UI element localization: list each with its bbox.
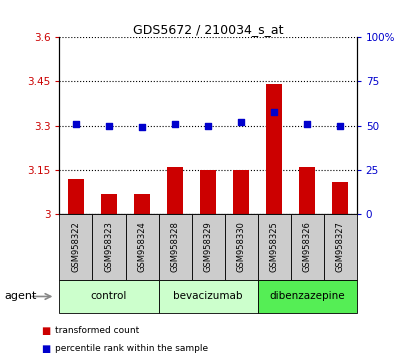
- Point: [171, 121, 178, 127]
- Text: percentile rank within the sample: percentile rank within the sample: [55, 344, 208, 353]
- Bar: [92, 214, 125, 280]
- Bar: [323, 214, 356, 280]
- Bar: [298, 167, 315, 214]
- Text: GSM958328: GSM958328: [170, 222, 179, 272]
- Point: [204, 123, 211, 129]
- Text: GSM958327: GSM958327: [335, 222, 344, 272]
- Bar: [125, 214, 158, 280]
- Title: GDS5672 / 210034_s_at: GDS5672 / 210034_s_at: [133, 23, 283, 36]
- Bar: [331, 182, 348, 214]
- Text: GSM958322: GSM958322: [71, 222, 80, 272]
- Bar: [59, 280, 158, 313]
- Text: GSM958324: GSM958324: [137, 222, 146, 272]
- Point: [303, 121, 310, 127]
- Bar: [265, 84, 282, 214]
- Bar: [257, 280, 356, 313]
- Text: agent: agent: [4, 291, 36, 302]
- Bar: [158, 280, 257, 313]
- Bar: [133, 194, 150, 214]
- Text: control: control: [90, 291, 127, 302]
- Point: [72, 121, 79, 127]
- Text: ■: ■: [41, 344, 50, 354]
- Bar: [59, 214, 92, 280]
- Bar: [166, 167, 183, 214]
- Text: dibenzazepine: dibenzazepine: [269, 291, 344, 302]
- Bar: [199, 170, 216, 214]
- Bar: [67, 179, 84, 214]
- Bar: [257, 214, 290, 280]
- Bar: [191, 214, 224, 280]
- Text: bevacizumab: bevacizumab: [173, 291, 242, 302]
- Bar: [290, 214, 323, 280]
- Point: [106, 123, 112, 129]
- Bar: [158, 214, 191, 280]
- Point: [270, 109, 277, 114]
- Text: GSM958325: GSM958325: [269, 222, 278, 272]
- Bar: [224, 214, 257, 280]
- Text: transformed count: transformed count: [55, 326, 139, 336]
- Bar: [101, 194, 117, 214]
- Text: GSM958330: GSM958330: [236, 222, 245, 272]
- Point: [336, 123, 343, 129]
- Point: [237, 119, 244, 125]
- Text: GSM958323: GSM958323: [104, 222, 113, 272]
- Text: ■: ■: [41, 326, 50, 336]
- Point: [138, 125, 145, 130]
- Text: GSM958329: GSM958329: [203, 222, 212, 272]
- Text: GSM958326: GSM958326: [302, 222, 311, 272]
- Bar: [232, 170, 249, 214]
